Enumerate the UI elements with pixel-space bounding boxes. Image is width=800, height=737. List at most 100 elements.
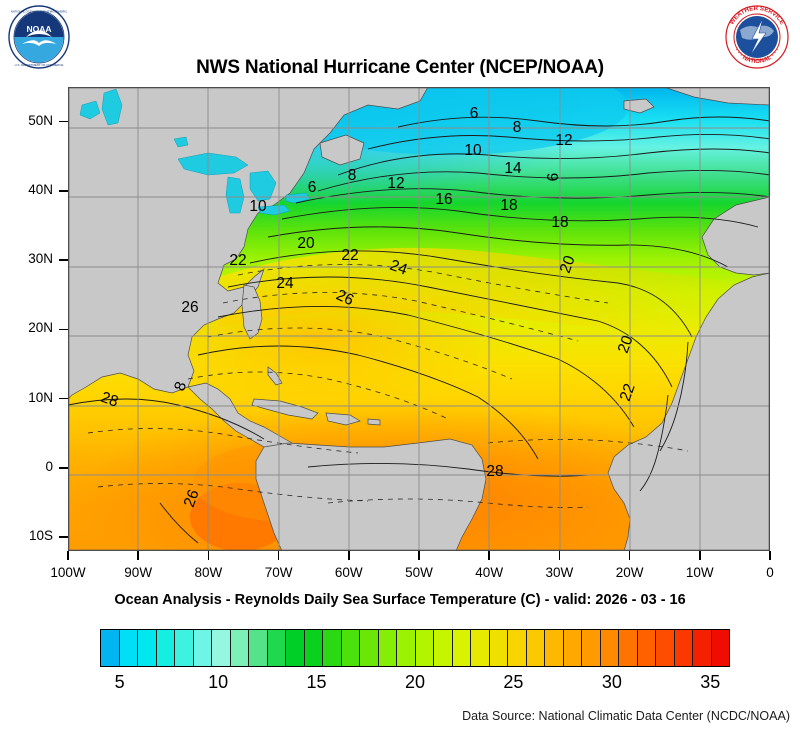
contour-22b [639, 394, 669, 492]
lake-michigan [225, 176, 245, 214]
contour-label: 6 [308, 179, 317, 196]
contour-24 [217, 306, 635, 428]
y-axis-label: 50N [28, 112, 53, 128]
colorbar-cell [175, 630, 194, 666]
contour-label: 22 [229, 252, 246, 269]
y-axis-label: 20N [28, 320, 53, 336]
contour-22 [227, 276, 673, 388]
y-axis-tick [59, 259, 68, 261]
colorbar-cell [212, 630, 231, 666]
colorbar-cell [156, 630, 175, 666]
colorbar-cell [637, 630, 656, 666]
y-axis-label: 10S [28, 528, 53, 544]
contour-label: 10 [249, 198, 267, 215]
y-axis-label: 0 [45, 458, 53, 474]
x-axis-label: 70W [264, 565, 293, 580]
lake-great-slave [79, 100, 101, 120]
x-axis-tick [348, 551, 350, 560]
colorbar-cell [304, 630, 323, 666]
lake-ontario [285, 192, 311, 204]
y-axis-tick [59, 397, 68, 400]
colorbar-cell [341, 630, 360, 666]
contour-dashed-h [487, 439, 689, 452]
x-axis-label: 50W [405, 565, 433, 580]
contour-label: 6 [470, 105, 479, 122]
colorbar-cell [119, 630, 138, 666]
y-axis-tick [59, 536, 68, 538]
colorbar-cell [101, 630, 120, 666]
colorbar-cell [193, 630, 212, 666]
contour-label: 22 [617, 381, 639, 403]
colorbar-cell [563, 630, 582, 666]
contour-28 [68, 398, 265, 440]
contour-label: 12 [555, 132, 572, 149]
x-axis-tick [699, 551, 701, 560]
colorbar-cell [471, 630, 490, 666]
colorbar-cell [619, 630, 638, 666]
y-axis-tick [59, 190, 68, 192]
colorbar-cell [656, 630, 675, 666]
x-axis-label: 10W [685, 565, 714, 580]
colorbar-cell [249, 630, 268, 666]
land-hispaniola [325, 412, 361, 426]
contour-label: 26 [333, 287, 356, 310]
colorbar-cell [360, 630, 379, 666]
sst-map[interactable]: 6 8 12 10 14 6 8 12 6 16 18 10 18 20 22 22 24 20 24 26 26 20 8… [68, 87, 770, 551]
colorbar-cell [545, 630, 564, 666]
contour-20 [249, 250, 693, 338]
colorbar-cell [489, 630, 508, 666]
x-axis-tick [67, 551, 69, 560]
contour-label: 20 [615, 333, 637, 355]
map-field-group [68, 87, 770, 551]
svg-text:U.S. DEPARTMENT OF COMMERCE: U.S. DEPARTMENT OF COMMERCE [15, 63, 64, 67]
colorbar-tick-label: 5 [114, 672, 125, 692]
national-weather-service-logo: WEATHER SERVICE · · · NATIONAL · · · [722, 2, 792, 72]
contour-label: 20 [557, 253, 579, 275]
contour-label: 8 [348, 167, 357, 184]
contour-12 [317, 169, 770, 192]
colorbar-cell [434, 630, 453, 666]
x-axis-label: 90W [124, 565, 153, 580]
contour-label: 20 [297, 235, 315, 252]
y-axis-label: 10N [28, 389, 53, 405]
contour-20b [659, 341, 689, 452]
colorbar-cell [378, 630, 397, 666]
lake-nipigon [173, 136, 189, 148]
land-newfoundland [319, 134, 365, 166]
contour-28b [307, 462, 589, 477]
map-frame [68, 87, 770, 551]
lake-huron [249, 170, 277, 202]
contour-dashed-g [327, 498, 589, 508]
land-africa [607, 272, 770, 551]
data-source-note: Data Source: National Climatic Data Cent… [462, 709, 790, 723]
colorbar-cell [526, 630, 545, 666]
land-greenland [663, 87, 770, 106]
x-axis-tick [769, 551, 771, 560]
colorbar-cell [138, 630, 157, 666]
x-axis-label: 30W [545, 565, 574, 580]
colorbar-tick-label: 20 [404, 672, 426, 692]
contour-label: 28 [486, 463, 503, 480]
x-axis-label: 40W [475, 565, 504, 580]
noaa-seal-logo: NOAA NATIONAL OCEANIC AND ATMOSPHERIC U.… [6, 4, 72, 70]
contour-26b [159, 502, 199, 544]
contour-10 [337, 148, 770, 176]
contour-26 [197, 345, 539, 460]
colorbar[interactable] [100, 629, 730, 667]
contour-14 [295, 188, 770, 204]
colorbar-cell [267, 630, 286, 666]
colorbar-tick-label: 30 [601, 672, 622, 692]
page-title: NWS National Hurricane Center (NCEP/NOAA… [196, 57, 604, 78]
x-axis-label: 100W [50, 565, 86, 580]
contour-label: 16 [435, 191, 452, 208]
contour-label: 26 [181, 487, 203, 509]
colorbar-tick-label: 15 [306, 672, 327, 692]
land-south-america [255, 438, 487, 551]
colorbar-cell [230, 630, 249, 666]
contour-label: 26 [181, 299, 198, 316]
land-north-america [68, 87, 429, 400]
y-axis-label: 40N [28, 181, 53, 197]
contour-6 [397, 116, 770, 128]
colorbar-container[interactable] [100, 629, 730, 667]
